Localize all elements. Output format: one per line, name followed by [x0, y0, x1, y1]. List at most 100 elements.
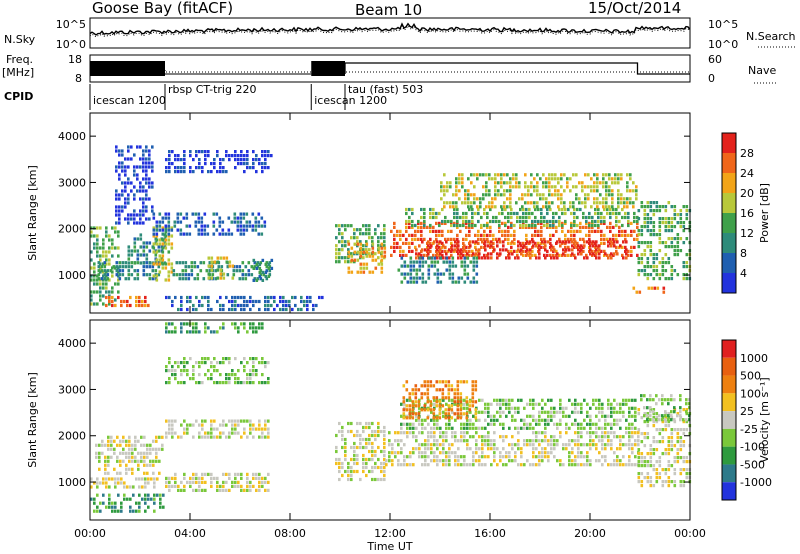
- power-cell: [168, 295, 171, 300]
- power-cell: [566, 181, 569, 185]
- power-cell: [282, 303, 285, 308]
- power-cell: [528, 223, 531, 228]
- power-cell: [652, 201, 656, 205]
- velocity-cell: [171, 369, 174, 373]
- power-cell: [365, 254, 369, 258]
- power-cell: [462, 223, 465, 228]
- velocity-cell: [688, 402, 691, 406]
- power-cell: [127, 145, 130, 149]
- power-cell: [653, 286, 657, 290]
- power-cell: [429, 215, 432, 220]
- power-cell: [121, 181, 124, 185]
- velocity-cell: [371, 449, 374, 454]
- velocity-cell: [152, 447, 155, 451]
- velocity-cell: [676, 432, 680, 436]
- velocity-cell: [104, 471, 107, 475]
- velocity-cell: [598, 398, 601, 402]
- power-cell: [498, 237, 501, 241]
- velocity-cell: [237, 484, 240, 488]
- power-cell: [335, 260, 338, 264]
- power-cell: [529, 248, 532, 252]
- power-cell: [573, 211, 576, 216]
- power-cell: [603, 221, 606, 225]
- velocity-cell: [198, 423, 201, 427]
- velocity-cell: [481, 439, 484, 443]
- velocity-cell: [147, 477, 150, 481]
- velocity-cell: [547, 455, 550, 459]
- power-cell: [670, 245, 674, 249]
- velocity-cell: [646, 472, 650, 476]
- velocity-cell: [676, 456, 680, 460]
- power-cell: [221, 220, 225, 224]
- power-cell: [548, 177, 551, 181]
- velocity-cell: [225, 435, 228, 439]
- velocity-cell: [523, 422, 526, 426]
- power-cell: [526, 252, 529, 256]
- velocity-cell: [412, 447, 415, 451]
- velocity-cell: [405, 388, 409, 392]
- velocity-cell: [661, 440, 665, 444]
- velocity-cell: [146, 443, 149, 447]
- power-cell: [130, 189, 133, 193]
- velocity-cell: [140, 451, 143, 455]
- velocity-cell: [436, 422, 439, 426]
- power-cell: [155, 250, 159, 254]
- power-cell: [518, 181, 521, 185]
- velocity-cell: [577, 410, 580, 414]
- power-cell: [554, 189, 557, 193]
- power-cell: [151, 165, 154, 169]
- velocity-cell: [140, 443, 143, 447]
- power-cell: [362, 270, 366, 274]
- velocity-cell: [111, 505, 114, 509]
- power-cell: [636, 221, 639, 225]
- velocity-cell: [427, 443, 430, 447]
- power-cell: [90, 302, 93, 306]
- power-cell: [454, 264, 458, 268]
- velocity-cell: [646, 436, 650, 440]
- power-cell: [221, 232, 225, 236]
- velocity-cell: [427, 431, 430, 435]
- velocity-cell: [195, 326, 198, 330]
- power-cell: [436, 252, 439, 256]
- power-cell: [670, 205, 674, 209]
- power-cell: [609, 211, 612, 216]
- power-cell: [139, 221, 142, 225]
- velocity-cell: [502, 398, 505, 402]
- velocity-cell: [682, 408, 686, 412]
- velocity-colorbar-tick-1: 500: [740, 370, 761, 383]
- velocity-cell: [231, 423, 234, 427]
- power-cell: [585, 225, 588, 229]
- power-cell: [270, 303, 273, 308]
- velocity-cell: [459, 408, 463, 412]
- velocity-cell: [441, 392, 445, 396]
- power-cell: [564, 245, 567, 249]
- power-cell: [609, 221, 612, 225]
- power-cell: [435, 221, 438, 225]
- velocity-cell: [267, 435, 270, 439]
- velocity-cell: [532, 431, 535, 435]
- power-cell: [456, 233, 459, 237]
- power-cell: [483, 211, 486, 216]
- power-cell: [151, 185, 154, 189]
- velocity-cell: [403, 431, 406, 435]
- velocity-cell: [640, 398, 643, 402]
- velocity-cell: [391, 451, 394, 455]
- power-cell: [111, 295, 114, 300]
- velocity-cell: [411, 408, 415, 412]
- power-cell: [650, 286, 654, 290]
- velocity-cell: [228, 361, 231, 365]
- velocity-cell: [417, 412, 421, 416]
- power-cell: [584, 185, 587, 189]
- power-cell: [658, 237, 662, 241]
- velocity-cell: [149, 443, 152, 447]
- power-cell: [99, 226, 102, 230]
- velocity-cell: [583, 463, 586, 467]
- velocity-cell: [604, 459, 607, 463]
- power-cell: [486, 233, 489, 237]
- velocity-cell: [240, 322, 243, 326]
- power-cell: [200, 232, 204, 236]
- power-cell: [148, 181, 151, 185]
- power-cell: [460, 260, 464, 264]
- velocity-cell: [216, 427, 219, 431]
- power-cell: [673, 269, 677, 273]
